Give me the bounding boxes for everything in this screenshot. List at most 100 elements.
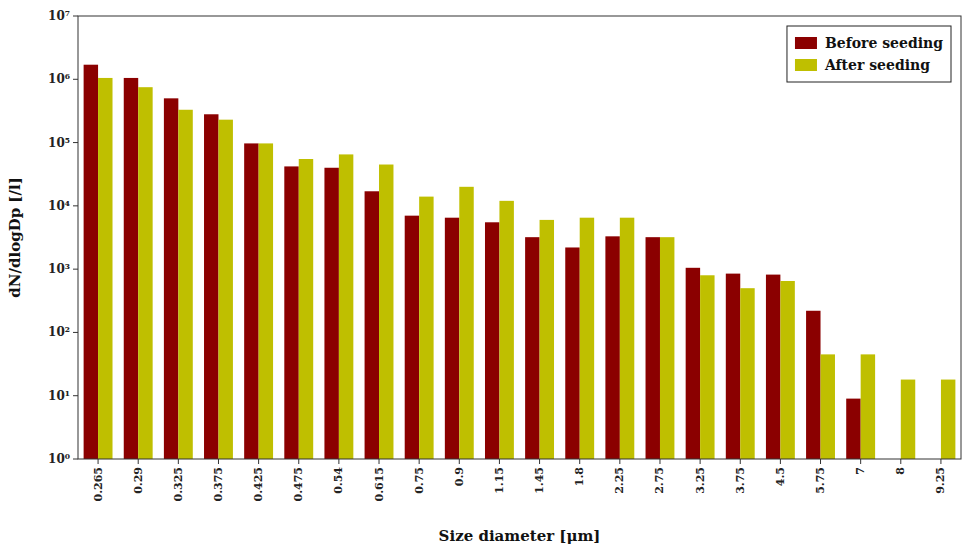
y-tick-label: 10⁶: [48, 72, 70, 86]
bar: [565, 247, 579, 459]
x-tick: [579, 459, 580, 464]
x-tick: [98, 459, 99, 464]
x-tick: [178, 459, 179, 464]
x-tick: [258, 459, 259, 464]
x-tick: [218, 459, 219, 464]
bar: [218, 120, 232, 459]
bar: [259, 143, 273, 459]
bar: [700, 275, 714, 459]
y-tick: [73, 205, 78, 206]
legend-label: Before seeding: [825, 35, 943, 51]
x-tick-label: 0.425: [252, 467, 265, 501]
x-tick-label: 0.265: [92, 467, 105, 501]
x-tick-label: 1.15: [493, 467, 506, 494]
y-tick: [73, 142, 78, 143]
x-tick-label: 1.45: [533, 467, 546, 494]
y-tick-label: 10⁴: [48, 199, 70, 213]
legend-label: After seeding: [824, 57, 930, 73]
bar: [780, 281, 794, 459]
y-tick-label: 10⁵: [48, 136, 70, 150]
x-tick: [900, 459, 901, 464]
bar: [459, 187, 473, 459]
bar: [620, 218, 634, 459]
x-tick-label: 9.25: [934, 467, 947, 494]
x-tick-label: 0.9: [453, 467, 466, 486]
y-tick-label: 10²: [48, 325, 70, 339]
x-tick: [860, 459, 861, 464]
x-tick-label: 5.75: [814, 467, 827, 494]
legend-swatch: [795, 37, 817, 49]
y-tick-label: 10⁰: [48, 452, 70, 466]
x-tick: [379, 459, 380, 464]
x-tick-label: 0.475: [292, 467, 305, 501]
bar: [525, 237, 539, 459]
bar: [485, 222, 499, 459]
y-tick: [73, 332, 78, 333]
x-tick: [539, 459, 540, 464]
x-tick: [619, 459, 620, 464]
legend-swatch: [795, 59, 817, 71]
bar: [178, 110, 192, 459]
legend: Before seeding After seeding: [787, 26, 951, 82]
bar: [98, 78, 112, 459]
x-tick-label: 0.75: [413, 467, 426, 494]
chart-container: 10⁰10¹10²10³10⁴10⁵10⁶10⁷0.2650.290.3250.…: [0, 0, 977, 551]
x-tick-label: 0.54: [332, 467, 345, 494]
bar: [846, 399, 860, 459]
x-tick-label: 3.25: [694, 467, 707, 494]
x-tick-label: 0.325: [172, 467, 185, 501]
bar: [84, 65, 98, 459]
y-tick: [73, 16, 78, 17]
bar: [284, 166, 298, 459]
y-tick: [73, 459, 78, 460]
bar: [726, 274, 740, 459]
plot-frame: [78, 16, 961, 459]
bar: [646, 237, 660, 459]
x-tick: [459, 459, 460, 464]
bar: [138, 87, 152, 459]
bar: [164, 98, 178, 459]
x-tick-label: 3.75: [734, 467, 747, 494]
bar: [580, 218, 594, 459]
x-tick-label: 2.75: [653, 467, 666, 494]
x-tick: [338, 459, 339, 464]
x-tick: [499, 459, 500, 464]
bar: [861, 354, 875, 459]
bars: [84, 65, 956, 459]
y-axis-label: dN/dlogDp [/l]: [6, 177, 24, 297]
x-tick-label: 7: [854, 467, 867, 475]
x-tick: [659, 459, 660, 464]
bar: [445, 218, 459, 459]
bar: [540, 220, 554, 459]
x-tick: [740, 459, 741, 464]
x-tick: [419, 459, 420, 464]
bar: [686, 268, 700, 459]
x-tick: [138, 459, 139, 464]
y-tick: [73, 269, 78, 270]
bar: [605, 236, 619, 459]
bar: [660, 237, 674, 459]
bar: [244, 143, 258, 459]
bar: [740, 288, 754, 459]
bar: [766, 275, 780, 459]
bar: [806, 311, 820, 459]
bar: [405, 216, 419, 459]
bar: [124, 78, 138, 459]
x-tick-label: 2.25: [613, 467, 626, 494]
x-tick-label: 0.29: [132, 467, 145, 494]
bar: [499, 201, 513, 459]
bar: [941, 380, 955, 459]
x-tick-label: 8: [894, 467, 907, 475]
x-tick-label: 0.375: [212, 467, 225, 501]
bar: [204, 114, 218, 459]
x-tick-label: 1.8: [573, 467, 586, 486]
bar: [901, 380, 915, 459]
chart-svg: 10⁰10¹10²10³10⁴10⁵10⁶10⁷0.2650.290.3250.…: [0, 0, 977, 551]
y-tick-label: 10³: [48, 262, 70, 276]
bar: [299, 159, 313, 459]
y-tick: [73, 79, 78, 80]
bar: [821, 354, 835, 459]
y-tick-label: 10¹: [48, 389, 70, 403]
x-tick: [700, 459, 701, 464]
x-tick-label: 4.5: [774, 467, 787, 486]
